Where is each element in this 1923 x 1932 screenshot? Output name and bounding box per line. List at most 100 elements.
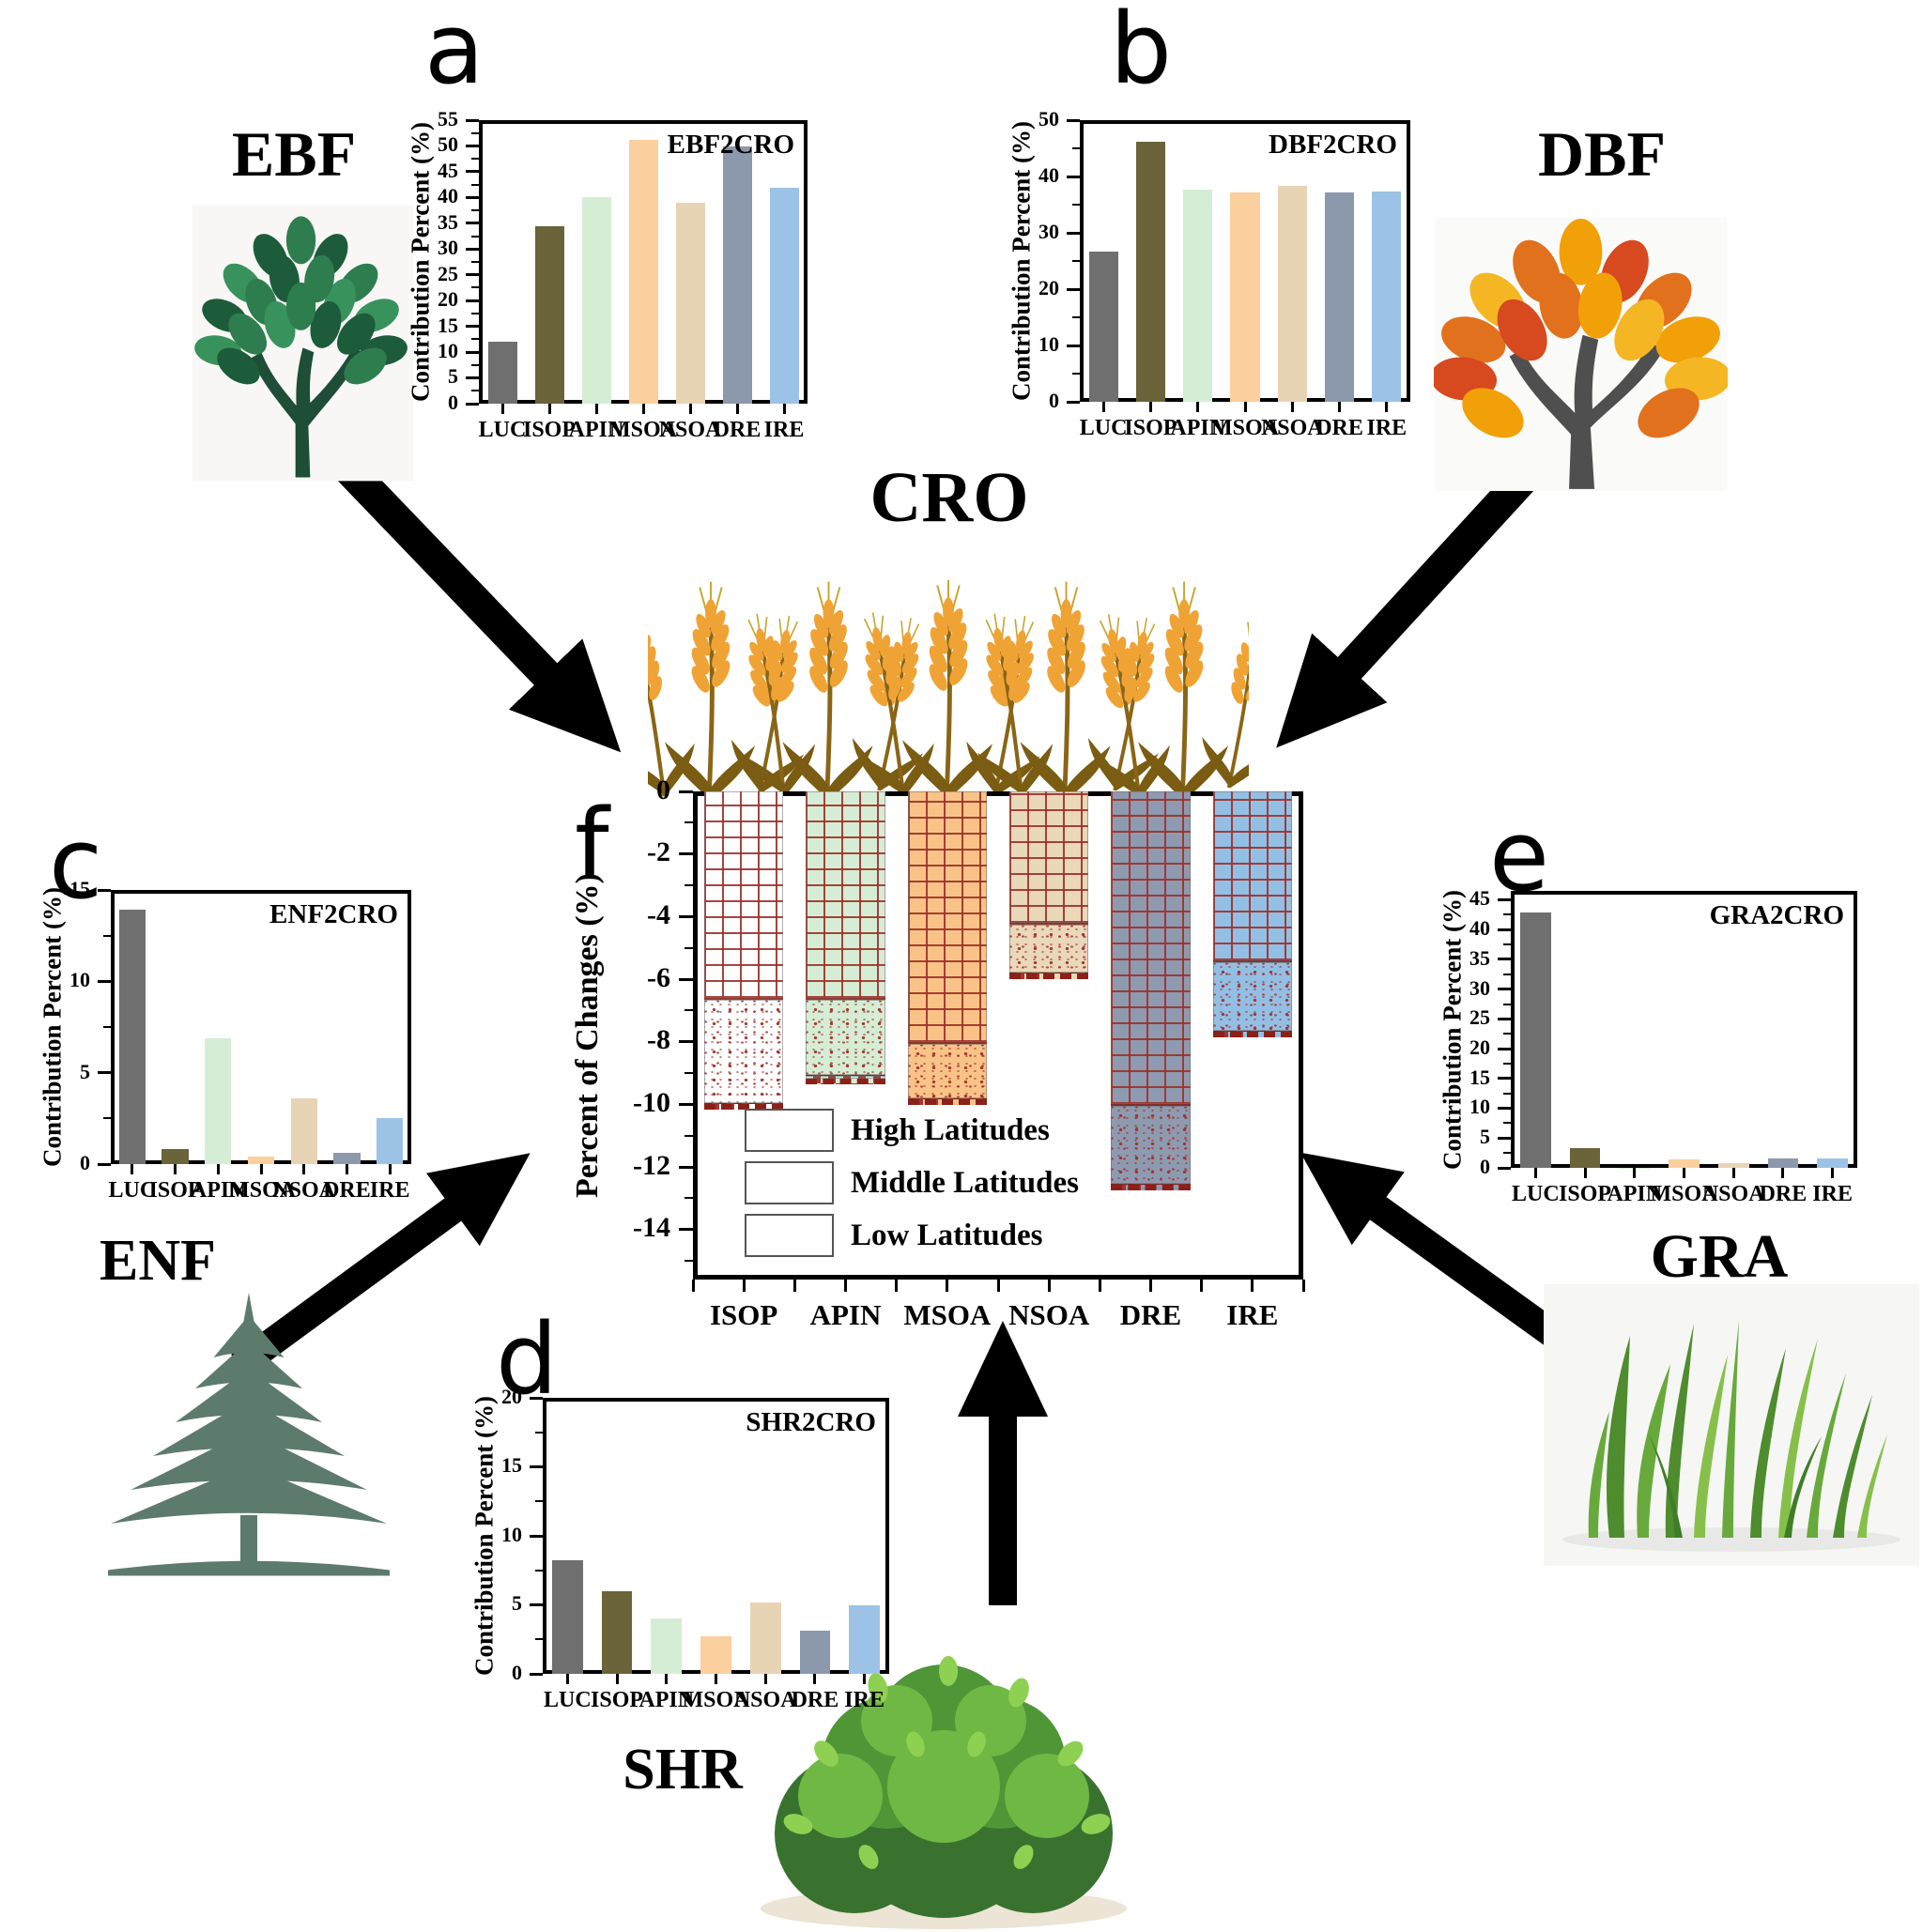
y-tick-major — [466, 402, 479, 406]
x-tick — [302, 1164, 306, 1174]
y-tick-label: 15 — [69, 876, 90, 900]
x-tick-label: IRE — [844, 1688, 885, 1712]
bar-nsoa — [1277, 185, 1307, 402]
y-tick-label: 35 — [438, 209, 458, 234]
y-tick-label: 30 — [1038, 219, 1059, 243]
x-tick-label: APIN — [809, 1298, 882, 1331]
y-tick-label: 5 — [1480, 1125, 1490, 1149]
segment-isop-grid — [703, 791, 784, 998]
x-tick-label: DRE — [713, 418, 762, 442]
y-tick-label: -12 — [633, 1149, 670, 1181]
gra-grass-image — [1544, 1284, 1919, 1566]
bar-isop — [162, 1149, 189, 1164]
x-tick — [946, 1280, 949, 1292]
y-tick-label: -8 — [647, 1024, 670, 1056]
x-tick — [1633, 1168, 1637, 1178]
bar-nsoa — [675, 202, 705, 404]
bar-dre — [799, 1631, 831, 1674]
y-tick-label: 25 — [438, 261, 458, 285]
segment-msoa-checker — [907, 1097, 988, 1105]
y-tick-major — [98, 979, 111, 983]
y-tick-major — [466, 222, 479, 225]
y-tick-label: 10 — [69, 968, 90, 992]
x-tick — [259, 1164, 263, 1174]
x-tick-label: APIN — [1607, 1182, 1663, 1206]
x-tick-label: NSOA — [1260, 416, 1324, 440]
latitude-legend: High Latitudes Middle Latitudes Low Latitu… — [745, 1109, 1079, 1266]
y-tick-minor — [471, 183, 479, 186]
segment-nsoa-checker — [1008, 973, 1089, 980]
label-gra: GRA — [1650, 1222, 1789, 1291]
x-tick — [715, 1674, 717, 1684]
y-tick-major — [679, 1165, 693, 1169]
label-enf: ENF — [100, 1229, 216, 1293]
bar-isop — [534, 226, 564, 404]
arrow-gra-to-center — [1300, 1152, 1586, 1364]
bar-msoa — [700, 1636, 731, 1674]
y-tick-minor — [1072, 316, 1080, 318]
x-tick-label: IRE — [763, 418, 805, 442]
bar-msoa — [1669, 1159, 1700, 1168]
y-tick-major — [530, 1672, 543, 1676]
y-tick-major — [679, 977, 693, 981]
bar-apin — [1183, 190, 1213, 402]
x-tick-boundary — [1301, 1280, 1305, 1292]
x-tick-boundary — [895, 1280, 899, 1292]
y-tick-label: -14 — [633, 1212, 670, 1244]
x-tick — [500, 404, 504, 414]
y-tick-major — [98, 1162, 111, 1166]
y-tick-minor — [471, 363, 479, 366]
y-tick-label: 30 — [1469, 975, 1490, 1000]
y-tick-minor — [471, 131, 479, 134]
y-tick-minor — [471, 158, 479, 161]
y-tick-label: 20 — [501, 1384, 522, 1408]
y-tick-minor — [1503, 1062, 1511, 1065]
y-tick-major — [1067, 400, 1080, 404]
x-tick — [216, 1164, 220, 1174]
wheat-field — [648, 580, 1249, 803]
panel-letter-b: b — [1110, 0, 1173, 106]
x-tick-boundary — [996, 1280, 1000, 1292]
y-tick-minor — [685, 1009, 693, 1012]
segment-dre-checker — [1111, 1184, 1191, 1191]
x-tick — [615, 1674, 619, 1684]
bar-nsoa — [749, 1602, 781, 1674]
y-tick-label: 10 — [1038, 331, 1059, 356]
x-tick-label: NSOA — [733, 1688, 797, 1712]
y-tick-minor — [1503, 913, 1511, 916]
y-tick-label: 30 — [438, 236, 458, 260]
bar-apin — [651, 1618, 683, 1674]
y-tick-label: -10 — [633, 1086, 670, 1118]
x-tick — [863, 1674, 867, 1684]
y-tick-major — [1067, 344, 1080, 347]
x-tick — [565, 1674, 569, 1684]
cro-wheat-image — [648, 563, 1249, 803]
y-tick-major — [1067, 231, 1080, 235]
y-tick-label: 0 — [1480, 1154, 1490, 1178]
y-tick-minor — [471, 390, 479, 392]
legend-swatch-checker — [745, 1109, 834, 1152]
panel-tag-ebf2cro: EBF2CRO — [667, 130, 794, 160]
y-tick-major — [466, 350, 479, 354]
x-tick — [1533, 1168, 1537, 1178]
segment-msoa-speckle — [907, 1041, 988, 1098]
x-tick-boundary — [1098, 1280, 1101, 1292]
y-tick-minor — [103, 1026, 111, 1028]
y-tick-major — [466, 170, 479, 174]
x-tick-label: LUC — [478, 418, 527, 442]
y-tick-label: 0 — [80, 1150, 90, 1174]
y-tick-label: 55 — [438, 106, 458, 130]
panel-letter-c: c — [49, 806, 103, 921]
x-tick — [345, 1164, 348, 1174]
dbf-leaves — [1434, 219, 1728, 438]
y-tick-major — [1067, 287, 1080, 291]
y-tick-minor — [1503, 943, 1511, 946]
y-tick-minor — [685, 884, 693, 886]
y-tick-major — [466, 376, 479, 380]
x-tick-label: APIN — [568, 418, 624, 442]
y-tick-minor — [1503, 1033, 1511, 1035]
x-tick-label: APIN — [190, 1178, 246, 1203]
x-tick-label: IRE — [369, 1178, 410, 1203]
label-ebf: EBF — [231, 118, 357, 190]
